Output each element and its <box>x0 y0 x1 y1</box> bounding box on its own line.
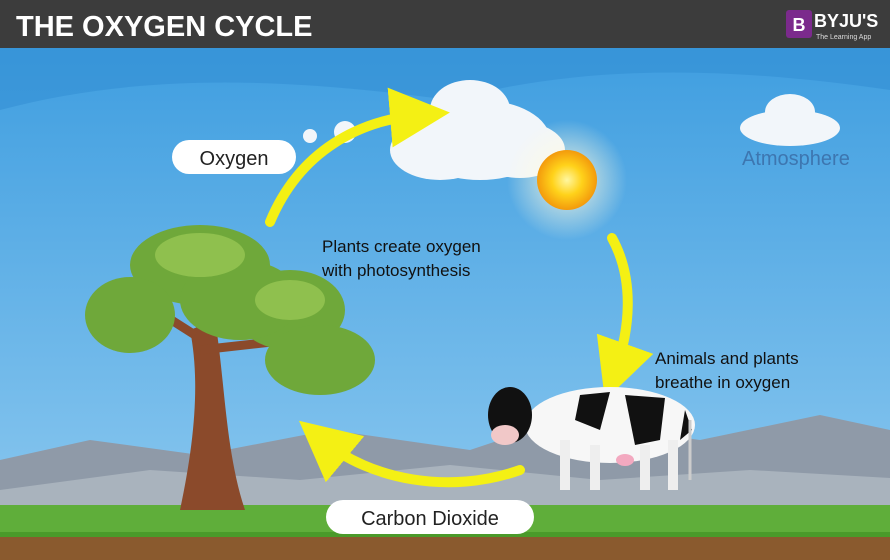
brand: BYJU'S <box>814 11 878 31</box>
photosynthesis-label: with photosynthesis <box>321 261 470 280</box>
title: THE OXYGEN CYCLE <box>16 11 313 43</box>
oxygen-label: Oxygen <box>200 148 269 170</box>
oxygen-cycle-diagram: THE OXYGEN CYCLE B BYJU'S The Learning A… <box>0 0 890 560</box>
carbon-dioxide-label: Carbon Dioxide <box>361 508 499 530</box>
shape-circle <box>303 129 317 143</box>
shape-rect <box>590 445 600 490</box>
shape-ellipse <box>85 277 175 353</box>
shape-rect <box>560 440 570 490</box>
shape-rect <box>0 535 890 560</box>
breathe-label: breathe in oxygen <box>655 373 790 392</box>
shape-ellipse <box>765 94 815 130</box>
atmosphere-label: Atmosphere <box>742 148 850 170</box>
shape-circle <box>537 150 597 210</box>
shape-ellipse <box>616 454 634 466</box>
page: THE OXYGEN CYCLE B BYJU'S The Learning A… <box>0 0 890 560</box>
sun <box>507 120 627 240</box>
breathe-label: Animals and plants <box>655 349 799 368</box>
header: THE OXYGEN CYCLE B BYJU'S The Learning A… <box>0 0 890 48</box>
photosynthesis-label: Plants create oxygen <box>322 237 481 256</box>
shape-ellipse <box>430 80 510 140</box>
shape-ellipse <box>255 280 325 320</box>
logo-letter: B <box>793 15 806 35</box>
shape-ellipse <box>491 425 519 445</box>
shape-rect <box>668 440 678 490</box>
shape-rect <box>640 445 650 490</box>
tagline: The Learning App <box>816 34 871 41</box>
shape-ellipse <box>155 233 245 277</box>
shape-ellipse <box>265 325 375 395</box>
